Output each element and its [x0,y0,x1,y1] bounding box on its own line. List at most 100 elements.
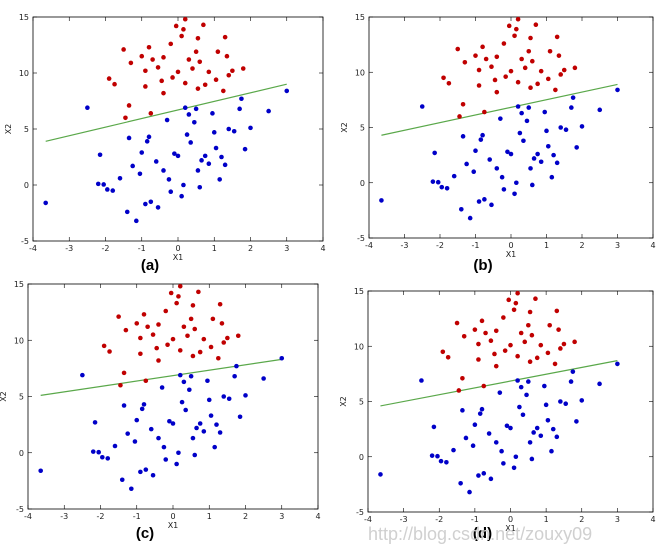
blue-point [463,435,469,441]
red-point [441,75,446,81]
y-tick-label: 15 [354,287,364,296]
y-axis-label: X2 [0,391,8,402]
red-point [522,65,528,71]
red-point [170,336,176,342]
x-tick-label: -1 [133,512,141,521]
blue-point [535,151,540,157]
x-tick-label: 1 [207,512,212,521]
blue-point [266,108,271,114]
x-tick-label: 4 [650,241,655,250]
red-point [134,321,140,326]
blue-point [464,161,469,167]
blue-point [105,187,110,192]
x-axis-label: X1 [506,250,517,259]
blue-point [501,461,506,466]
blue-point [473,148,478,154]
blue-point [431,424,437,430]
red-point [139,53,145,59]
blue-point [205,378,210,384]
blue-point [432,150,437,156]
blue-point [161,168,166,173]
plot-area [27,283,319,510]
blue-point [521,138,526,144]
blue-point [143,467,149,472]
red-point [215,49,221,55]
red-point [221,88,226,94]
blue-point [164,117,170,123]
blue-point [217,177,222,182]
red-point [476,341,481,347]
blue-point [558,125,563,130]
red-point [226,72,232,78]
blue-point [544,128,549,134]
blue-point [472,422,478,428]
y-tick-label: 10 [19,69,29,78]
blue-point [549,448,554,454]
red-point [181,27,186,32]
blue-point [92,420,98,425]
red-point [177,348,183,353]
y-axis-label: X2 [339,396,348,407]
blue-point [531,156,537,161]
blue-point [458,480,463,486]
red-point [515,16,521,22]
blue-point [505,149,510,155]
blue-point [520,412,526,418]
blue-point [129,486,134,492]
blue-point [529,456,535,462]
blue-point [188,373,194,379]
blue-point [460,134,466,139]
blue-point [100,454,105,460]
blue-point [184,132,190,137]
x-tick-label: -2 [97,512,105,521]
blue-point [38,468,43,474]
blue-point [597,381,602,387]
y-tick-label: 0 [19,449,24,458]
red-point [161,55,166,60]
red-point [511,307,517,313]
blue-point [226,396,232,402]
red-point [190,353,196,359]
blue-point [172,151,177,156]
red-point [552,361,558,367]
red-point [196,289,201,295]
blue-point [206,161,212,167]
red-point [538,342,544,348]
x-tick-label: 0 [170,512,175,521]
red-point [181,324,187,330]
blue-point [429,453,435,458]
red-point [461,334,467,339]
red-point [460,101,466,107]
red-point [561,67,567,73]
blue-point [243,393,248,398]
red-point [492,351,497,357]
blue-point [530,182,535,188]
y-tick-label: 10 [354,342,364,351]
red-point [128,60,134,66]
blue-point [188,140,193,145]
blue-point [615,361,620,367]
panel-label: (b) [473,257,492,274]
blue-point [476,473,481,478]
blue-point [545,417,551,423]
red-point [126,103,132,108]
red-point [210,316,216,322]
blue-point [493,440,499,445]
blue-point [554,160,560,166]
decision-line [40,358,282,396]
y-tick-label: -5 [356,508,364,517]
panel-2: -4 -3 -2 -1 0 1 2 3 4 -5 0 5 10 15 X1 X2 (b) [340,13,656,274]
red-point [446,81,452,86]
red-point [534,355,540,361]
blue-point [222,162,228,168]
x-tick-label: 0 [508,241,513,250]
blue-point [498,116,503,121]
red-point [533,22,539,28]
blue-point [130,163,135,169]
y-tick-label: 5 [19,393,24,402]
blue-point [232,373,237,379]
x-tick-label: 2 [248,244,253,253]
red-point [150,57,155,62]
red-point [476,357,481,362]
